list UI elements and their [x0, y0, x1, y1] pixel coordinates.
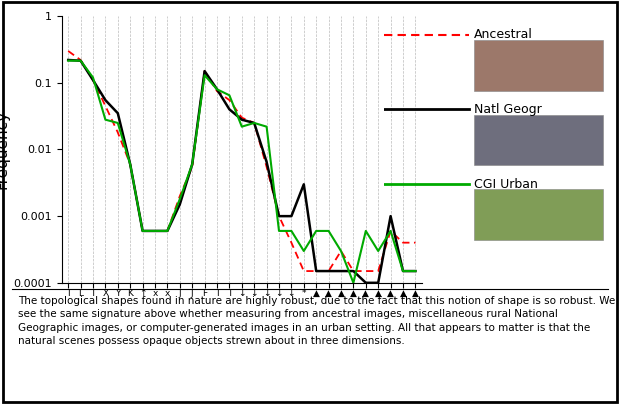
CGI Urban [102, 117, 109, 122]
Line: CGI Urban: CGI Urban [68, 61, 415, 283]
Natl Geogr [64, 58, 72, 63]
Natl Geogr [89, 78, 97, 82]
CGI Urban [64, 58, 72, 63]
CGI Urban [387, 229, 394, 234]
Natl Geogr [250, 120, 258, 125]
CGI Urban [126, 162, 134, 167]
Ancestral [312, 269, 320, 274]
Text: The topological shapes found in nature are highly robust, due to the fact that t: The topological shapes found in nature a… [19, 296, 616, 346]
CGI Urban [263, 124, 270, 129]
Ancestral [201, 69, 208, 74]
Ancestral [412, 240, 419, 245]
Natl Geogr [164, 229, 171, 234]
Ancestral [350, 269, 357, 274]
CGI Urban [412, 269, 419, 274]
Ancestral [226, 98, 233, 103]
Natl Geogr [126, 162, 134, 167]
Ancestral [325, 269, 332, 274]
Text: Natl Geogr: Natl Geogr [474, 103, 541, 116]
CGI Urban [213, 87, 221, 92]
Natl Geogr [362, 280, 370, 285]
CGI Urban [275, 229, 283, 234]
CGI Urban [337, 248, 345, 253]
Ancestral [188, 164, 196, 169]
Y-axis label: Frequency: Frequency [0, 110, 9, 189]
Ancestral [64, 48, 72, 53]
Natl Geogr [275, 214, 283, 219]
CGI Urban [399, 269, 407, 274]
Bar [474, 40, 603, 91]
Natl Geogr [325, 269, 332, 274]
Ancestral [337, 248, 345, 253]
Ancestral [102, 103, 109, 108]
CGI Urban [362, 229, 370, 234]
Natl Geogr [312, 269, 320, 274]
Natl Geogr [226, 107, 233, 112]
Natl Geogr [176, 202, 184, 207]
CGI Urban [288, 229, 295, 234]
Ancestral [164, 229, 171, 234]
Ancestral [387, 229, 394, 234]
Ancestral [238, 115, 246, 120]
Ancestral [77, 58, 84, 63]
Ancestral [114, 130, 122, 135]
Ancestral [89, 78, 97, 82]
Natl Geogr [387, 214, 394, 219]
CGI Urban [89, 75, 97, 80]
CGI Urban [300, 248, 308, 253]
Natl Geogr [188, 162, 196, 167]
CGI Urban [312, 229, 320, 234]
Ancestral [139, 229, 146, 234]
Natl Geogr [300, 182, 308, 187]
CGI Urban [350, 280, 357, 285]
Natl Geogr [114, 111, 122, 116]
CGI Urban [77, 58, 84, 63]
CGI Urban [374, 248, 382, 253]
Text: CGI Urban: CGI Urban [474, 178, 538, 191]
CGI Urban [238, 124, 246, 129]
Ancestral [374, 269, 382, 274]
Natl Geogr [412, 269, 419, 274]
CGI Urban [226, 93, 233, 98]
CGI Urban [201, 73, 208, 78]
Ancestral [126, 162, 134, 167]
Natl Geogr [213, 87, 221, 92]
Ancestral [151, 229, 159, 234]
Ancestral [362, 269, 370, 274]
CGI Urban [151, 229, 159, 234]
Natl Geogr [77, 58, 84, 63]
CGI Urban [188, 162, 196, 167]
Ancestral [399, 240, 407, 245]
CGI Urban [250, 120, 258, 125]
CGI Urban [176, 197, 184, 202]
Ancestral [300, 269, 308, 274]
Ancestral [176, 194, 184, 198]
Text: Ancestral: Ancestral [474, 28, 533, 41]
Natl Geogr [288, 214, 295, 219]
Ancestral [275, 214, 283, 219]
Natl Geogr [337, 269, 345, 274]
Natl Geogr [374, 280, 382, 285]
Ancestral [288, 240, 295, 245]
CGI Urban [325, 229, 332, 234]
Line: Natl Geogr: Natl Geogr [68, 60, 415, 283]
Line: Ancestral: Ancestral [68, 51, 415, 271]
Natl Geogr [238, 117, 246, 122]
Natl Geogr [263, 160, 270, 164]
Natl Geogr [139, 229, 146, 234]
Bar [474, 115, 603, 166]
Natl Geogr [102, 98, 109, 103]
Natl Geogr [151, 229, 159, 234]
Ancestral [250, 120, 258, 125]
Natl Geogr [201, 69, 208, 74]
CGI Urban [114, 120, 122, 125]
CGI Urban [164, 229, 171, 234]
CGI Urban [139, 229, 146, 234]
Ancestral [263, 164, 270, 169]
Natl Geogr [350, 269, 357, 274]
Ancestral [213, 89, 221, 94]
Natl Geogr [399, 269, 407, 274]
Bar [474, 189, 603, 240]
